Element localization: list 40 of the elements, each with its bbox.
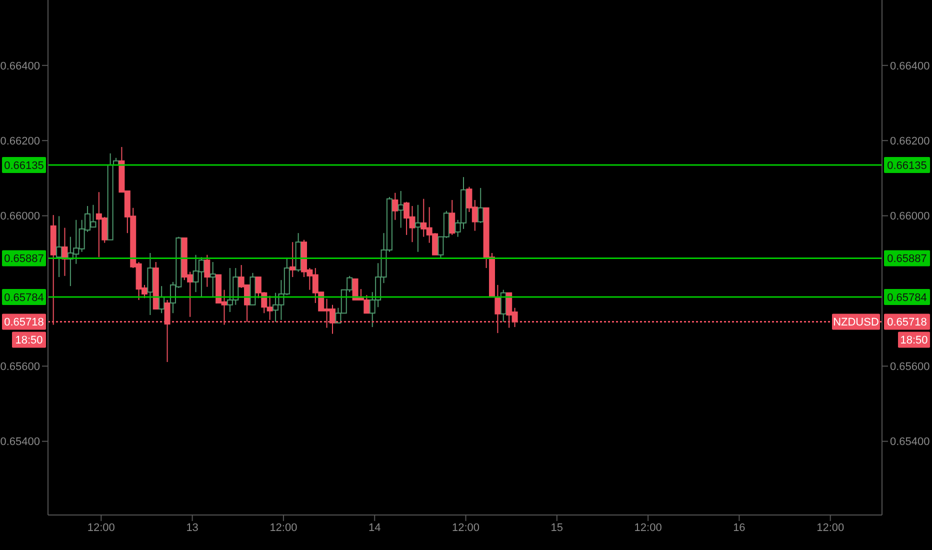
- y-tick-label: 0.66400: [0, 60, 40, 72]
- y-tick-label: 0.66200: [0, 135, 40, 148]
- x-tick-label: 14: [368, 522, 381, 534]
- candlestick: [204, 254, 210, 288]
- candlestick: [56, 216, 62, 278]
- candlestick: [398, 190, 404, 228]
- annotation: NZDUSD: [833, 316, 879, 329]
- text: 0.65887: [887, 253, 927, 266]
- x-tick-label: 12:00: [87, 522, 115, 534]
- text: 18:50: [900, 334, 928, 347]
- y2-tick-label: 0.66000: [890, 210, 930, 223]
- x-tick-label: 12:00: [452, 522, 480, 534]
- text: 0.65718: [887, 316, 927, 329]
- y-tick-label: 0.65400: [0, 436, 40, 448]
- x-tick-label: 12:00: [634, 522, 662, 534]
- candlestick: [158, 286, 165, 314]
- ref-line-label: 0.66135: [4, 160, 44, 172]
- candlestick: [478, 187, 484, 224]
- text: 18:50: [15, 334, 43, 347]
- x-tick-label: 12:00: [270, 522, 298, 534]
- x-tick-label: 15: [550, 522, 564, 534]
- y2-tick-label: 0.65400: [890, 436, 930, 448]
- text: 0.65784: [887, 292, 927, 304]
- x-tick-label: 16: [733, 522, 746, 534]
- x-tick-label: 13: [186, 522, 198, 534]
- x-tick-label: 12:00: [816, 522, 844, 534]
- candlestick: [414, 204, 421, 252]
- text: 0.66135: [887, 160, 927, 172]
- y2-tick-label: 0.66200: [890, 135, 930, 148]
- ref-line-label: 0.65887: [4, 253, 44, 266]
- ref-line-label: 0.65784: [4, 292, 44, 304]
- y2-tick-label: 0.65600: [890, 361, 930, 374]
- candlestick: [449, 199, 456, 236]
- y-tick-label: 0.65600: [0, 361, 40, 374]
- candlestick: [210, 262, 216, 298]
- candlestick: [392, 192, 398, 220]
- y-tick-label: 0.66000: [0, 210, 40, 223]
- ref-line-label: 0.65718: [4, 316, 44, 329]
- candlestick: [290, 242, 296, 278]
- y2-tick-label: 0.66400: [890, 60, 930, 72]
